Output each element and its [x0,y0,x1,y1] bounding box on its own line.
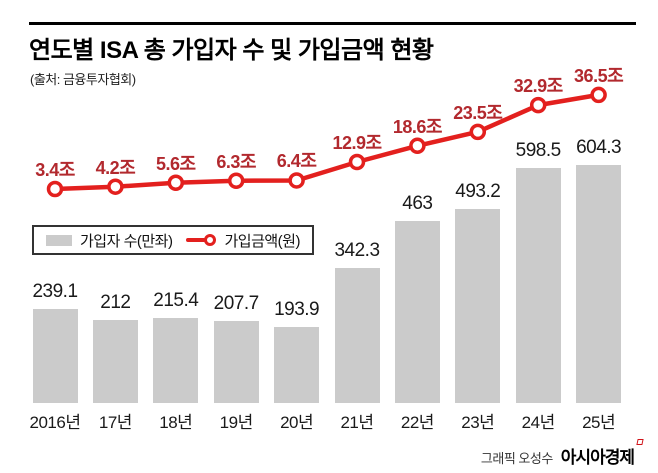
source-note: (출처: 금융투자협회) [30,72,136,87]
x-axis-label: 25년 [582,413,616,432]
x-axis-label: 17년 [98,413,133,432]
bar-value-label: 598.5 [515,139,562,161]
bar [213,321,259,403]
bar [515,167,561,403]
x-axis-label: 24년 [521,413,556,432]
line-value-label: 12.9조 [332,132,382,153]
line-value-label: 23.5조 [453,102,503,123]
brand-mark-icon [636,439,644,445]
bar [153,318,199,403]
x-axis-label: 21년 [340,413,374,432]
bar-swatch-icon [46,234,72,246]
x-axis-label: 18년 [159,413,193,432]
bar-value-label: 215.4 [153,290,199,312]
line-marker-icon [227,172,245,190]
bar [576,165,622,403]
bar [92,319,138,403]
x-axis-label: 19년 [219,413,254,432]
line-marker-icon [107,178,124,195]
line-marker-icon [167,174,185,191]
bar [32,309,78,403]
line-marker-icon [590,86,607,104]
bar-value-label: 239.1 [32,281,78,302]
brand-logo: 아시아경제 [561,439,644,468]
x-axis-label: 22년 [400,413,435,432]
bar-value-label: 493.2 [455,181,501,203]
legend: 가입자 수(만좌) 가입금액(원) [32,225,314,255]
credit: 그래픽 오성수 아시아경제 [480,439,644,468]
bar [455,209,501,403]
line-marker-icon [46,180,64,198]
line-value-label: 36.5조 [574,65,624,86]
top-rule [29,22,636,25]
line-marker-icon [186,234,217,246]
line-value-label: 32.9조 [513,76,564,97]
credit-text: 그래픽 오성수 [480,451,553,466]
legend-bar-label: 가입자 수(만좌) [80,232,173,250]
line-value-label: 5.6조 [156,153,196,174]
page-title: 연도별 ISA 총 가입자 수 및 가입금액 현황 [29,37,434,64]
line-value-label: 6.4조 [276,151,317,172]
x-axis-label: 23년 [461,413,495,432]
bar [334,268,380,403]
line-marker-icon [288,172,305,189]
bar [274,326,320,403]
line-marker-icon [409,137,426,155]
legend-line-label: 가입금액(원) [224,232,300,250]
x-axis-label: 2016년 [29,413,81,432]
line-value-label: 3.4조 [35,160,75,180]
x-axis-label: 20년 [280,413,314,432]
line-value-label: 6.3조 [216,151,256,172]
line-marker-icon [529,96,547,114]
line-value-label: 4.2조 [95,157,136,178]
bar-value-label: 463 [402,192,433,214]
bar-value-label: 207.7 [213,293,260,315]
bar-value-label: 604.3 [576,137,622,159]
line-marker-icon [348,153,366,171]
bar-value-label: 342.3 [334,240,380,262]
line-value-label: 18.6조 [392,116,443,137]
bar-value-label: 212 [100,291,131,313]
bar [394,220,440,403]
line-marker-icon [469,123,487,141]
bar-value-label: 193.9 [274,298,320,320]
